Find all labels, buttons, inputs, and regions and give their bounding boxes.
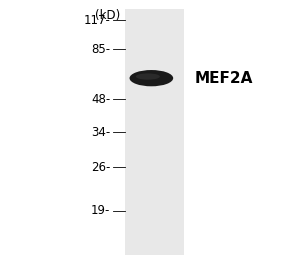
Text: 85-: 85- [91, 43, 111, 56]
Text: (kD): (kD) [95, 8, 120, 22]
Text: 26-: 26- [91, 161, 111, 174]
Text: 34-: 34- [91, 125, 111, 139]
Bar [125, 8, 184, 256]
Text: 117-: 117- [84, 14, 111, 27]
Text: MEF2A: MEF2A [195, 71, 253, 86]
Text: 48-: 48- [91, 93, 111, 106]
Text: 19-: 19- [91, 204, 111, 217]
Ellipse shape [130, 70, 173, 86]
Ellipse shape [136, 73, 160, 80]
